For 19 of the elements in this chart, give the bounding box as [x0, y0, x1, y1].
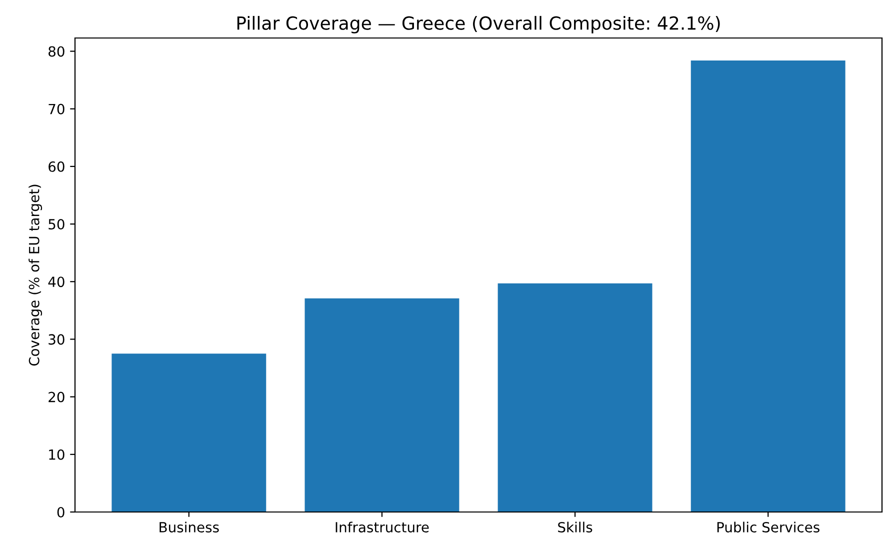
y-tick-label: 20: [48, 392, 64, 402]
x-tick-label: Skills: [558, 522, 592, 532]
chart-title: Pillar Coverage — Greece (Overall Composite: 42.1%): [237, 16, 720, 34]
y-tick-label: 50: [48, 219, 64, 230]
y-tick-label: 40: [48, 276, 64, 288]
bar: [304, 298, 460, 512]
y-tick-label: 60: [48, 161, 64, 172]
y-tick-label: 0: [57, 506, 64, 518]
bar: [498, 283, 652, 512]
bar: [112, 354, 266, 512]
y-tick-label: 10: [49, 449, 64, 460]
y-axis-title: Coverage (% of EU target): [28, 184, 42, 366]
x-tick-label: Business: [160, 522, 219, 532]
x-tick-label: Public Services: [717, 522, 820, 532]
y-tick-label: 80: [48, 46, 64, 57]
y-tick-label: 30: [48, 334, 64, 345]
bar: [690, 60, 846, 512]
y-tick-label: 70: [48, 104, 64, 114]
x-tick-label: Infrastructure: [336, 522, 429, 532]
